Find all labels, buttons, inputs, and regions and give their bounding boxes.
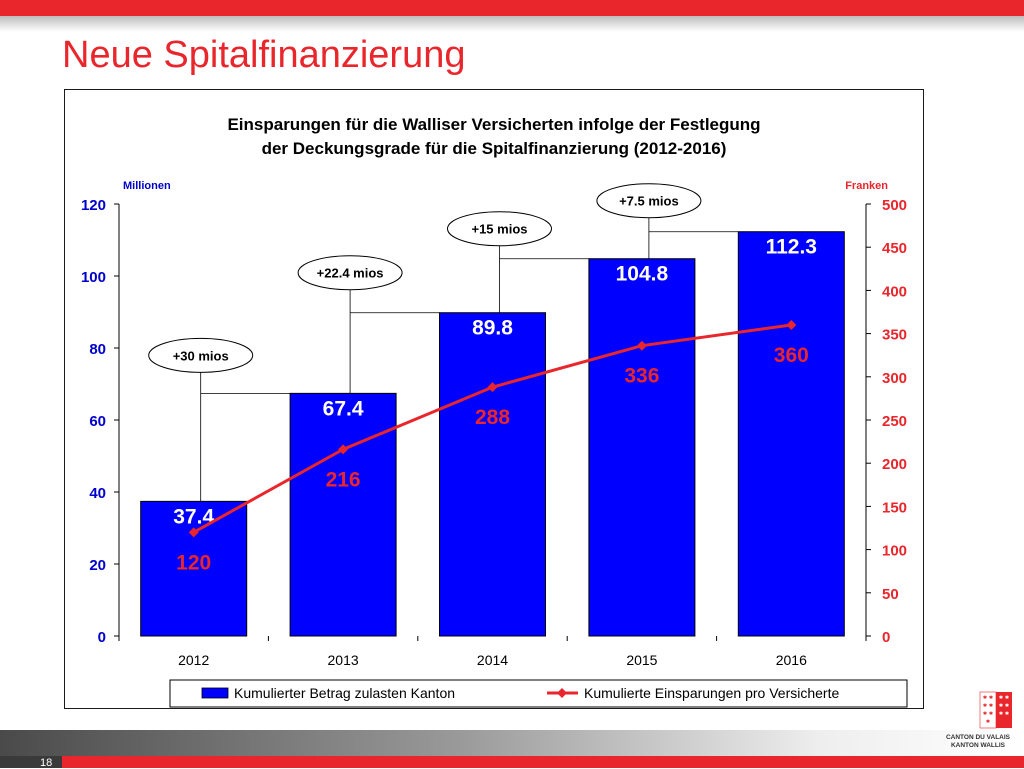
right-tick-label: 400 [882,283,907,300]
footer-red-band [62,756,1024,768]
x-tick-label: 2016 [776,652,807,668]
chart-title-line: Einsparungen für die Walliser Versichert… [227,115,760,134]
legend-box [169,679,908,708]
bar [737,231,845,637]
chart-title-line: der Deckungsgrade für die Spitalfinanzie… [262,139,727,158]
callout-label: +15 mios [471,222,527,237]
x-tick-label: 2013 [328,652,359,668]
callout-label: +7.5 mios [619,194,679,209]
bar-value-label: 37.4 [173,505,214,528]
left-tick-label: 40 [89,485,106,502]
legend-line-label: Kumulierte Einsparungen pro Versicherte [584,685,839,701]
right-tick-label: 300 [882,370,907,387]
svg-text:✱: ✱ [999,703,1003,709]
line-marker [636,340,647,351]
bar-value-label: 104.8 [616,263,669,286]
svg-text:✱: ✱ [989,695,993,701]
legend-bar-swatch [201,687,229,699]
svg-text:✱: ✱ [983,703,987,709]
line-value-label: 288 [475,406,510,429]
x-tick-label: 2015 [626,652,657,668]
chart-frame [64,89,924,709]
canton-shield-icon: ✱ ✱ ✱ ✱ ✱ ✱ ✱ ✱ ✱ ✱ ✱ ✱ ✱ [979,691,1012,729]
right-tick-label: 100 [882,543,907,560]
line-value-label: 336 [624,365,659,388]
left-axis-unit-label: Millionen [123,180,171,192]
logo-text: CANTON DU VALAIS KANTON WALLIS [938,734,1018,750]
right-tick-label: 350 [882,327,907,344]
slide-title: Neue Spitalfinanzierung [62,34,466,76]
x-tick-label: 2014 [477,652,508,668]
line-value-label: 120 [176,551,211,574]
right-tick-label: 500 [882,197,907,214]
callout-oval [148,337,254,373]
bar [140,500,248,637]
x-tick-label: 2012 [178,652,209,668]
right-axis-unit-label: Franken [845,180,888,192]
callout-label: +30 mios [173,348,229,363]
footer-dark-block [0,756,62,768]
callout-label: +22.4 mios [317,266,384,281]
left-tick-label: 20 [89,557,106,574]
right-tick-label: 250 [882,413,907,430]
footer-gradient [0,730,1024,756]
line-value-label: 360 [774,344,809,367]
left-tick-label: 60 [89,413,106,430]
svg-text:✱: ✱ [989,703,993,709]
svg-text:✱: ✱ [983,695,987,701]
svg-text:✱: ✱ [999,695,1003,701]
bar [289,392,397,637]
right-tick-label: 50 [882,586,899,603]
svg-text:✱: ✱ [986,719,990,725]
line-value-label: 216 [326,468,361,491]
svg-text:✱: ✱ [983,711,987,717]
svg-text:✱: ✱ [1005,695,1009,701]
logo-line-2: KANTON WALLIS [950,742,1006,749]
right-tick-label: 150 [882,499,907,516]
bar-value-label: 67.4 [323,397,364,420]
bar [588,258,696,637]
legend-line-marker [557,688,567,698]
callout-oval [596,183,702,219]
line-marker [188,527,199,538]
right-tick-label: 450 [882,240,907,257]
bar-value-label: 112.3 [766,236,817,259]
bar-value-label: 89.8 [472,317,513,340]
svg-text:✱: ✱ [999,711,1003,717]
logo-line-1: CANTON DU VALAIS [945,734,1011,741]
line-marker [786,319,797,330]
left-tick-label: 100 [81,269,106,286]
page-number: 18 [40,757,53,769]
top-shade [0,16,1024,32]
left-tick-label: 0 [98,629,106,646]
right-tick-label: 0 [882,629,890,646]
line-marker [338,444,349,455]
svg-text:✱: ✱ [1005,703,1009,709]
callout-oval [447,211,552,247]
legend-bar-label: Kumulierter Betrag zulasten Kanton [234,685,455,701]
bar [439,312,546,637]
line-marker [487,382,498,393]
left-tick-label: 80 [89,341,106,358]
top-red-band [0,0,1024,16]
left-tick-label: 120 [81,197,106,214]
svg-text:✱: ✱ [1005,711,1009,717]
callout-oval [297,255,403,291]
canton-logo: ✱ ✱ ✱ ✱ ✱ ✱ ✱ ✱ ✱ ✱ ✱ ✱ ✱ CANTON DU VALAIS KAN… [938,688,1018,750]
svg-text:✱: ✱ [989,711,993,717]
right-tick-label: 200 [882,456,907,473]
